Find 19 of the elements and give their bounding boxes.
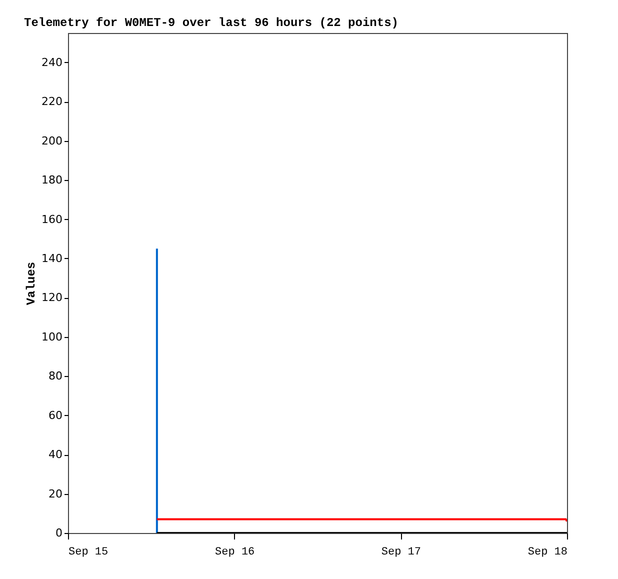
y-tick-label: 100 <box>42 330 62 344</box>
y-tick-label: 160 <box>42 212 62 226</box>
y-tick-label: 0 <box>56 526 62 540</box>
y-tick-label: 220 <box>42 95 62 108</box>
x-tick-label: Sep 16 <box>215 546 255 558</box>
y-tick-label: 200 <box>42 134 62 148</box>
y-axis-title: Values <box>24 262 39 306</box>
y-tick-label: 60 <box>48 408 62 422</box>
y-tick-label: 40 <box>48 448 62 462</box>
x-tick-label: Sep 18 <box>528 546 568 558</box>
chart-title: Telemetry for W0MET-9 over last 96 hours (22 points) <box>24 16 398 30</box>
y-tick-label: 240 <box>42 56 62 69</box>
y-tick-label: 20 <box>48 487 62 500</box>
x-tick-label: Sep 17 <box>381 546 421 558</box>
y-tick-label: 140 <box>42 252 62 265</box>
y-tick-label: 80 <box>48 370 62 383</box>
y-tick-label: 180 <box>42 174 62 187</box>
x-tick-label: Sep 15 <box>68 546 108 558</box>
y-tick-label: 120 <box>42 291 62 304</box>
